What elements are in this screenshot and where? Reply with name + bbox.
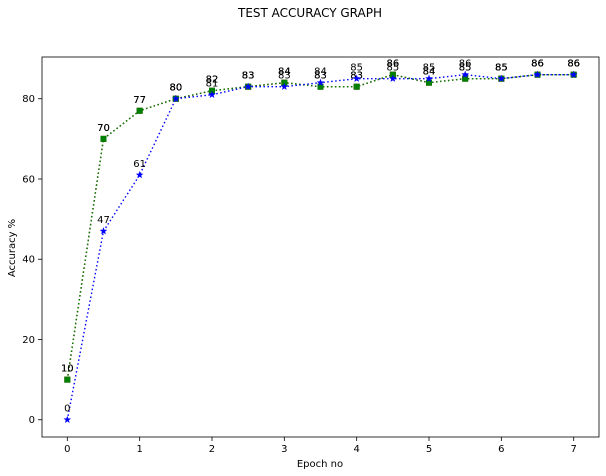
data-point	[244, 82, 252, 90]
data-point	[533, 70, 542, 78]
x-tick-label: 1	[136, 444, 142, 455]
data-point	[136, 107, 143, 114]
data-label: 81	[206, 79, 219, 90]
data-label: 70	[97, 123, 110, 134]
data-label: 85	[459, 63, 472, 74]
data-label: 85	[495, 63, 508, 74]
x-tick-label: 2	[209, 444, 215, 455]
y-tick-label: 0	[29, 415, 35, 426]
x-axis-ticks: 0 1 2 3 4 5 6 7	[64, 437, 577, 455]
series-1: 107077808283848383868485858686	[61, 59, 580, 383]
data-label: 77	[133, 95, 146, 106]
data-label: 86	[567, 59, 580, 70]
data-label: 77	[133, 95, 146, 106]
x-tick-label: 3	[281, 444, 287, 455]
data-label: 10	[61, 364, 74, 375]
data-point	[208, 90, 216, 98]
y-tick-label: 80	[22, 94, 35, 105]
y-tick-label: 20	[22, 335, 35, 346]
x-tick-label: 7	[570, 444, 576, 455]
data-label: 86	[531, 59, 544, 70]
data-point	[426, 79, 433, 86]
data-point	[462, 75, 469, 82]
data-label: 85	[495, 63, 508, 74]
data-point	[569, 70, 578, 78]
data-label: 84	[278, 67, 291, 78]
data-label: 86	[459, 59, 472, 70]
data-point	[317, 83, 324, 90]
series-line	[66, 73, 574, 420]
data-point	[316, 78, 325, 86]
x-tick-label: 5	[426, 444, 432, 455]
data-label: 80	[169, 83, 182, 94]
data-label: 83	[242, 71, 255, 82]
x-tick-label: 0	[64, 444, 70, 455]
series-0: 107077808283848383868485858686	[61, 59, 580, 383]
data-point	[208, 87, 215, 94]
data-label: 86	[531, 59, 544, 70]
data-label: 10	[61, 364, 74, 375]
data-label: 82	[206, 75, 219, 86]
y-axis-label: Accuracy %	[7, 219, 18, 277]
data-label: 84	[423, 67, 436, 78]
data-label: 85	[459, 63, 472, 74]
data-label: 83	[314, 71, 327, 82]
series-line	[66, 73, 574, 380]
data-point	[353, 83, 360, 90]
data-label: 86	[531, 59, 544, 70]
plot-area: 1070778082838483838684858586861070778082…	[61, 59, 580, 423]
data-point	[99, 227, 108, 235]
data-label: 83	[242, 71, 255, 82]
x-tick-label: 4	[353, 444, 359, 455]
data-label: 85	[423, 63, 436, 74]
data-label: 86	[386, 59, 399, 70]
data-label: 84	[278, 67, 291, 78]
data-label: 85	[495, 63, 508, 74]
data-label: 83	[314, 71, 327, 82]
data-point	[280, 82, 289, 90]
data-label: 86	[567, 59, 580, 70]
series-line	[66, 73, 574, 380]
data-label: 86	[386, 59, 399, 70]
data-label: 85	[386, 63, 399, 74]
data-point	[497, 74, 506, 82]
x-axis-label: Epoch no	[297, 459, 343, 470]
data-point	[281, 79, 288, 86]
data-point	[352, 74, 361, 82]
data-label: 86	[567, 59, 580, 70]
data-label: 85	[350, 63, 363, 74]
y-tick-label: 60	[22, 174, 35, 185]
data-label: 0	[64, 404, 70, 415]
data-label: 61	[133, 159, 146, 170]
data-label: 47	[97, 215, 110, 226]
x-tick-label: 6	[498, 444, 504, 455]
data-point	[63, 415, 72, 423]
data-label: 83	[278, 71, 291, 82]
data-label: 84	[314, 67, 327, 78]
data-label: 70	[97, 123, 110, 134]
y-tick-label: 40	[22, 255, 35, 266]
data-point	[64, 376, 71, 383]
chart-title: TEST ACCURACY GRAPH	[237, 6, 382, 20]
y-axis-ticks: 0 20 40 60 80	[22, 94, 42, 426]
plot-frame	[41, 56, 600, 438]
data-point	[389, 71, 396, 78]
data-label: 83	[242, 71, 255, 82]
data-point	[389, 74, 397, 82]
data-point	[172, 94, 180, 102]
data-label: 82	[206, 75, 219, 86]
data-point	[135, 170, 144, 179]
data-label: 80	[169, 83, 182, 94]
data-point	[425, 74, 433, 82]
data-label: 84	[423, 67, 436, 78]
data-point	[461, 70, 469, 78]
data-label: 80	[169, 83, 182, 94]
data-point	[100, 135, 107, 142]
